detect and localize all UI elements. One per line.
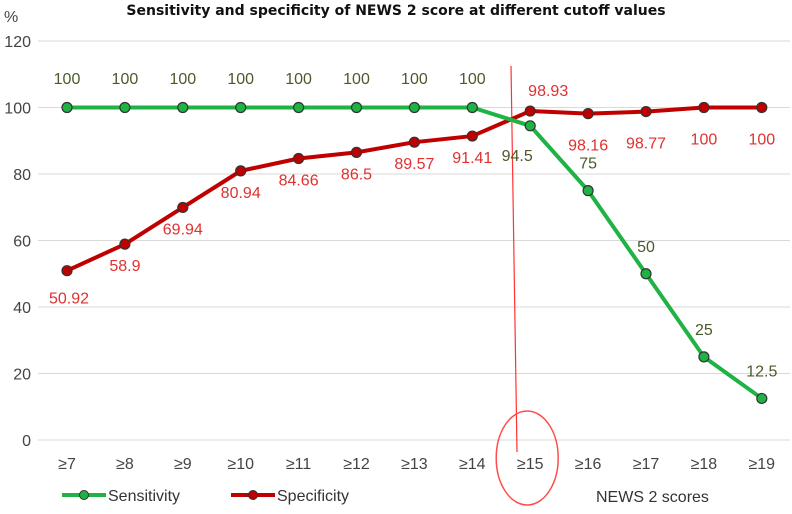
specificity-point-11	[640, 105, 652, 118]
sensitivity-label-1: 100	[54, 71, 81, 88]
chart-title: Sensitivity and specificity of NEWS 2 sc…	[126, 3, 665, 19]
sensitivity-point-5	[293, 101, 305, 114]
sensitivity-point-13	[756, 392, 768, 405]
specificity-label-9: 98.93	[528, 83, 568, 100]
x-tick-label-12: ≥18	[691, 456, 718, 473]
specificity-legend-label: Specificity	[277, 488, 349, 505]
y-tick-label-120: 120	[4, 34, 31, 51]
specificity-label-6: 86.5	[341, 166, 372, 183]
sensitivity-label-10: 75	[579, 156, 597, 173]
x-tick-label-11: ≥17	[633, 456, 660, 473]
y-tick-label-80: 80	[13, 167, 31, 184]
sensitivity-label-9: 94.5	[502, 148, 533, 165]
specificity-label-10: 98.16	[568, 138, 608, 155]
specificity-point-2	[119, 238, 131, 250]
specificity-label-13: 100	[748, 132, 775, 149]
x-tick-label-13: ≥19	[749, 456, 776, 473]
x-tick-label-8: ≥14	[459, 456, 486, 473]
sensitivity-label-2: 100	[112, 71, 139, 88]
legend: Sensitivity Specificity	[62, 488, 349, 505]
specificity-point-3	[177, 201, 189, 214]
cutoff-annotation	[495, 65, 559, 506]
cutoff-circle	[495, 410, 559, 506]
specificity-point-10	[582, 108, 594, 120]
y-tick-label-100: 100	[4, 101, 31, 118]
x-axis-ticks: ≥7 ≥8 ≥9 ≥10 ≥11 ≥12 ≥13 ≥14 ≥15 ≥16 ≥17 ≥18 ≥19	[58, 456, 775, 473]
y-tick-label-0: 0	[22, 433, 31, 450]
data-labels: 100 100 100 100 100 100 100 100 94.5 75 50 25 12.5 50…	[49, 71, 777, 380]
x-tick-label-4: ≥10	[227, 456, 254, 473]
sensitivity-point-3	[177, 101, 189, 114]
y-tick-label-20: 20	[13, 367, 31, 384]
specificity-legend-marker	[248, 490, 258, 500]
x-tick-label-6: ≥12	[343, 456, 370, 473]
specificity-point-8	[466, 130, 478, 142]
sensitivity-point-4	[235, 101, 247, 114]
sensitivity-label-3: 100	[169, 71, 196, 88]
sensitivity-point-6	[350, 101, 363, 114]
sensitivity-label-12: 25	[695, 322, 713, 339]
x-tick-label-10: ≥16	[575, 456, 602, 473]
specificity-label-12: 100	[691, 132, 718, 149]
x-tick-label-1: ≥7	[58, 456, 76, 473]
sensitivity-point-12	[698, 351, 710, 363]
sensitivity-label-8: 100	[459, 71, 486, 88]
sensitivity-legend-label: Sensitivity	[108, 488, 180, 505]
x-tick-label-2: ≥8	[116, 456, 134, 473]
sensitivity-label-4: 100	[227, 71, 254, 88]
sensitivity-point-10	[582, 185, 594, 197]
series-lines	[61, 101, 768, 405]
specificity-label-3: 69.94	[163, 221, 203, 238]
specificity-label-2: 58.9	[109, 258, 140, 275]
specificity-label-5: 84.66	[279, 173, 319, 190]
specificity-line	[65, 105, 764, 273]
y-axis-label: %	[4, 9, 18, 26]
specificity-label-1: 50.92	[49, 291, 89, 308]
sensitivity-point-9	[524, 120, 536, 132]
specificity-point-12	[698, 101, 710, 114]
sensitivity-point-2	[119, 101, 131, 114]
specificity-point-4	[235, 165, 247, 177]
specificity-point-7	[408, 136, 420, 148]
sensitivity-label-11: 50	[637, 239, 655, 256]
y-tick-label-60: 60	[13, 234, 31, 251]
specificity-point-9	[524, 105, 536, 117]
specificity-label-8: 91.41	[452, 150, 492, 167]
y-tick-label-40: 40	[13, 300, 31, 317]
sensitivity-point-1	[61, 101, 73, 114]
x-tick-label-9: ≥15	[517, 456, 544, 473]
specificity-point-1	[61, 265, 73, 277]
sensitivity-legend-marker	[79, 490, 89, 500]
gridlines	[38, 40, 790, 441]
y-axis-ticks: 0 20 40 60 80 100 120	[4, 34, 31, 450]
x-tick-label-5: ≥11	[286, 456, 311, 473]
sensitivity-label-5: 100	[285, 71, 312, 88]
specificity-label-11: 98.77	[626, 136, 666, 153]
cutoff-line	[510, 65, 518, 453]
sensitivity-point-11	[640, 268, 652, 280]
x-tick-label-7: ≥13	[401, 456, 428, 473]
specificity-point-6	[350, 146, 363, 158]
x-axis-label: NEWS 2 scores	[596, 489, 709, 506]
sensitivity-point-8	[466, 101, 478, 114]
specificity-point-5	[293, 152, 305, 165]
specificity-point-13	[756, 101, 768, 114]
x-tick-label-3: ≥9	[174, 456, 192, 473]
sensitivity-label-13: 12.5	[746, 363, 777, 380]
sensitivity-label-6: 100	[343, 71, 370, 88]
sensitivity-label-7: 100	[401, 71, 428, 88]
sensitivity-point-7	[408, 101, 420, 114]
specificity-label-4: 80.94	[221, 185, 261, 202]
specificity-label-7: 89.57	[394, 156, 434, 173]
